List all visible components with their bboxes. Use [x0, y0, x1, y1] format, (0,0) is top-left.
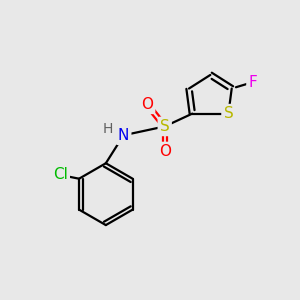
- Text: O: O: [159, 144, 171, 159]
- Text: N: N: [118, 128, 129, 143]
- Text: H: H: [103, 122, 113, 136]
- Text: F: F: [248, 75, 257, 90]
- Text: S: S: [224, 106, 233, 121]
- Text: Cl: Cl: [53, 167, 68, 182]
- Text: S: S: [160, 119, 169, 134]
- Text: O: O: [141, 97, 153, 112]
